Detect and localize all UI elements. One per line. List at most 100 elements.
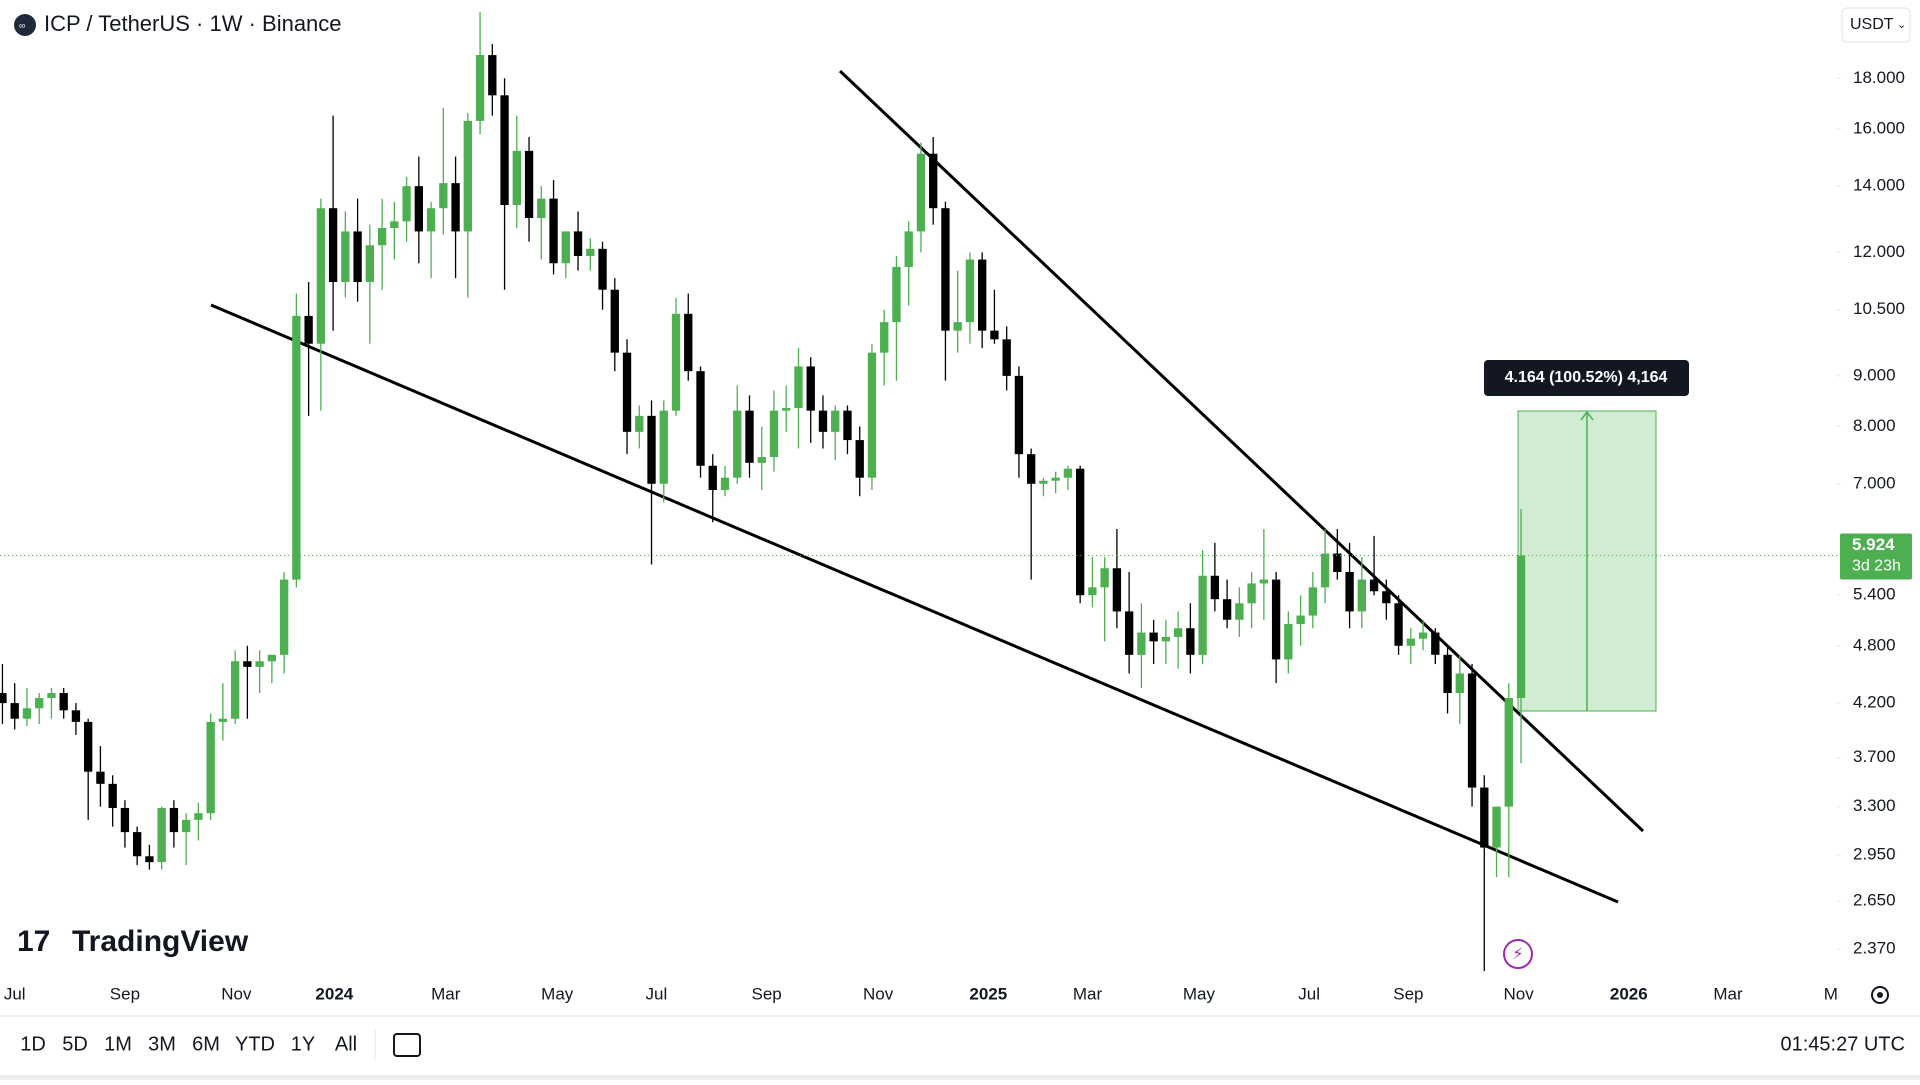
candle-body (916, 153, 926, 232)
lightning-glyph[interactable]: ⚡ (1512, 946, 1523, 963)
candle-body (1492, 806, 1501, 848)
candle-body (978, 259, 987, 331)
countdown-label: 3d 23h (1852, 558, 1901, 575)
candle-body (206, 721, 215, 814)
brand-mark: 17 (17, 925, 50, 958)
candle-body (1455, 673, 1464, 694)
x-tick-label: Jul (1298, 984, 1320, 1003)
range-button[interactable]: 5D (62, 1033, 88, 1055)
bottom-strip (0, 1075, 1920, 1080)
candle-body (1161, 636, 1171, 642)
y-tick-label: 9.000 (1853, 365, 1896, 384)
candle-body (561, 231, 570, 264)
candle-body (145, 856, 154, 863)
candle-body (255, 661, 264, 667)
candle-body (1369, 579, 1379, 592)
candle-body (1075, 468, 1085, 596)
candle-body (1308, 587, 1318, 616)
candle-body (684, 313, 693, 372)
candle-body (806, 366, 815, 411)
candle-body (757, 457, 766, 463)
x-tick-label: Nov (1503, 984, 1534, 1003)
candle-body (218, 718, 228, 722)
candle-body (1333, 553, 1342, 572)
currency-caret[interactable]: ⌄ (1897, 19, 1906, 31)
candle-body (181, 819, 191, 833)
candle-body (843, 410, 852, 441)
y-tick-label: 4.200 (1853, 693, 1896, 712)
candle-body (1320, 553, 1330, 588)
x-tick-label: Sep (752, 984, 782, 1003)
y-tick-label: 2.370 (1853, 938, 1896, 957)
candle-body (512, 150, 521, 205)
candle-body (1431, 632, 1440, 655)
candle-body (1173, 628, 1183, 637)
candle-body (1480, 787, 1489, 848)
candle-body (953, 322, 962, 331)
candle-body (573, 231, 583, 256)
candle-body (880, 322, 889, 353)
candle-body (1222, 599, 1232, 620)
candle-body (1100, 568, 1109, 588)
range-button[interactable]: 1D (20, 1033, 46, 1055)
candle-body (524, 150, 534, 218)
symbol-icon-glyph: ∞ (19, 20, 25, 30)
range-button[interactable]: All (335, 1033, 357, 1055)
candle-body (500, 95, 509, 205)
candle-body (22, 708, 32, 719)
candle-body (794, 366, 803, 409)
x-tick-label: May (1183, 984, 1216, 1003)
candle-body (488, 55, 497, 96)
y-tick-label: 18.000 (1853, 68, 1905, 87)
candle-body (1357, 579, 1366, 612)
candle-body (426, 208, 436, 232)
candle-body (108, 783, 117, 808)
last-price-label: 5.924 (1852, 535, 1895, 554)
x-tick-label: Jul (4, 984, 26, 1003)
y-tick-label: 3.700 (1853, 747, 1896, 766)
candle-body (463, 120, 472, 232)
candle-body (598, 248, 607, 290)
measure-label-box (1484, 360, 1689, 396)
candle-body (1247, 583, 1256, 604)
candle-body (1063, 468, 1073, 478)
candle-body (292, 315, 301, 580)
candle-body (1210, 575, 1220, 600)
candle-body (818, 410, 828, 432)
candle-body (696, 371, 705, 466)
candle-body (1259, 579, 1269, 584)
settings-icon-center[interactable] (1877, 992, 1883, 998)
currency-label[interactable]: USDT (1850, 16, 1894, 33)
range-button[interactable]: 1M (104, 1033, 132, 1055)
y-tick-label: 2.650 (1853, 890, 1896, 909)
lightning-icon[interactable] (1503, 939, 1533, 969)
range-button[interactable]: 6M (192, 1033, 220, 1055)
range-button[interactable]: 1Y (291, 1033, 315, 1055)
x-tick-label: May (541, 984, 574, 1003)
candle-body (1088, 587, 1097, 596)
candle-body (586, 248, 595, 256)
date-range-icon[interactable] (393, 1033, 421, 1057)
last-price-box (1840, 533, 1912, 580)
candle-body (941, 208, 950, 331)
x-tick-label: Sep (110, 984, 140, 1003)
range-button[interactable]: YTD (235, 1033, 275, 1055)
candle-body (1137, 632, 1146, 655)
candle-body (1198, 575, 1207, 655)
candle-body (745, 410, 754, 463)
settings-icon[interactable] (1871, 986, 1889, 1004)
currency-button[interactable] (1841, 7, 1911, 43)
y-tick-label: 7.000 (1853, 473, 1896, 492)
candle-body (782, 408, 791, 411)
candle-body (1051, 477, 1060, 481)
y-tick-label: 5.400 (1853, 585, 1896, 604)
candle-body (1443, 654, 1452, 694)
candle-body (708, 465, 717, 490)
candle-body (1418, 632, 1428, 639)
y-tick-label: 10.500 (1853, 299, 1905, 318)
candle-body (96, 771, 105, 784)
candle-body (341, 231, 350, 282)
range-button[interactable]: 3M (148, 1033, 176, 1055)
